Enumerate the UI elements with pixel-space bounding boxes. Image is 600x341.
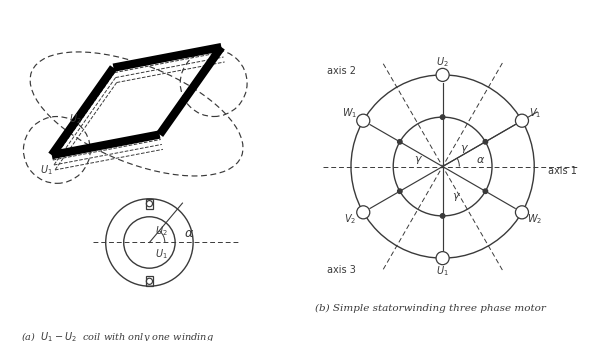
Circle shape (483, 139, 488, 144)
Circle shape (515, 114, 529, 127)
Text: $U_1$: $U_1$ (155, 247, 167, 261)
Circle shape (515, 206, 529, 219)
Circle shape (357, 114, 370, 127)
Text: $\gamma$: $\gamma$ (460, 143, 469, 155)
Text: $W_1$: $W_1$ (342, 107, 358, 120)
Text: (b) Simple statorwinding three phase motor: (b) Simple statorwinding three phase mot… (315, 303, 546, 313)
Bar (146, 277, 153, 286)
Circle shape (398, 189, 402, 193)
Circle shape (357, 206, 370, 219)
Text: (a)  $U_1 - U_2$  coil with only one winding: (a) $U_1 - U_2$ coil with only one windi… (21, 330, 214, 341)
Text: $U_2$: $U_2$ (155, 224, 167, 238)
Text: $\gamma$: $\gamma$ (452, 191, 461, 203)
Circle shape (436, 68, 449, 81)
Text: $\alpha$: $\alpha$ (184, 227, 194, 240)
Circle shape (398, 139, 402, 144)
Text: $W_2$: $W_2$ (527, 212, 542, 226)
Text: $U_1$: $U_1$ (436, 264, 449, 278)
Text: $U_2$: $U_2$ (436, 55, 449, 69)
Text: axis 3: axis 3 (327, 265, 356, 275)
Circle shape (436, 252, 449, 265)
Circle shape (483, 189, 488, 193)
Circle shape (440, 214, 445, 218)
Text: axis 2: axis 2 (327, 66, 356, 76)
Text: $U_1$: $U_1$ (40, 164, 53, 177)
Text: axis 1: axis 1 (548, 165, 577, 176)
Text: $U_2$: $U_2$ (68, 112, 81, 126)
Text: $V_1$: $V_1$ (529, 107, 541, 120)
Circle shape (440, 115, 445, 119)
Text: $V_2$: $V_2$ (344, 212, 356, 226)
Text: $\alpha$: $\alpha$ (476, 155, 485, 165)
Text: $\gamma$: $\gamma$ (414, 154, 423, 166)
Bar (146, 199, 153, 209)
